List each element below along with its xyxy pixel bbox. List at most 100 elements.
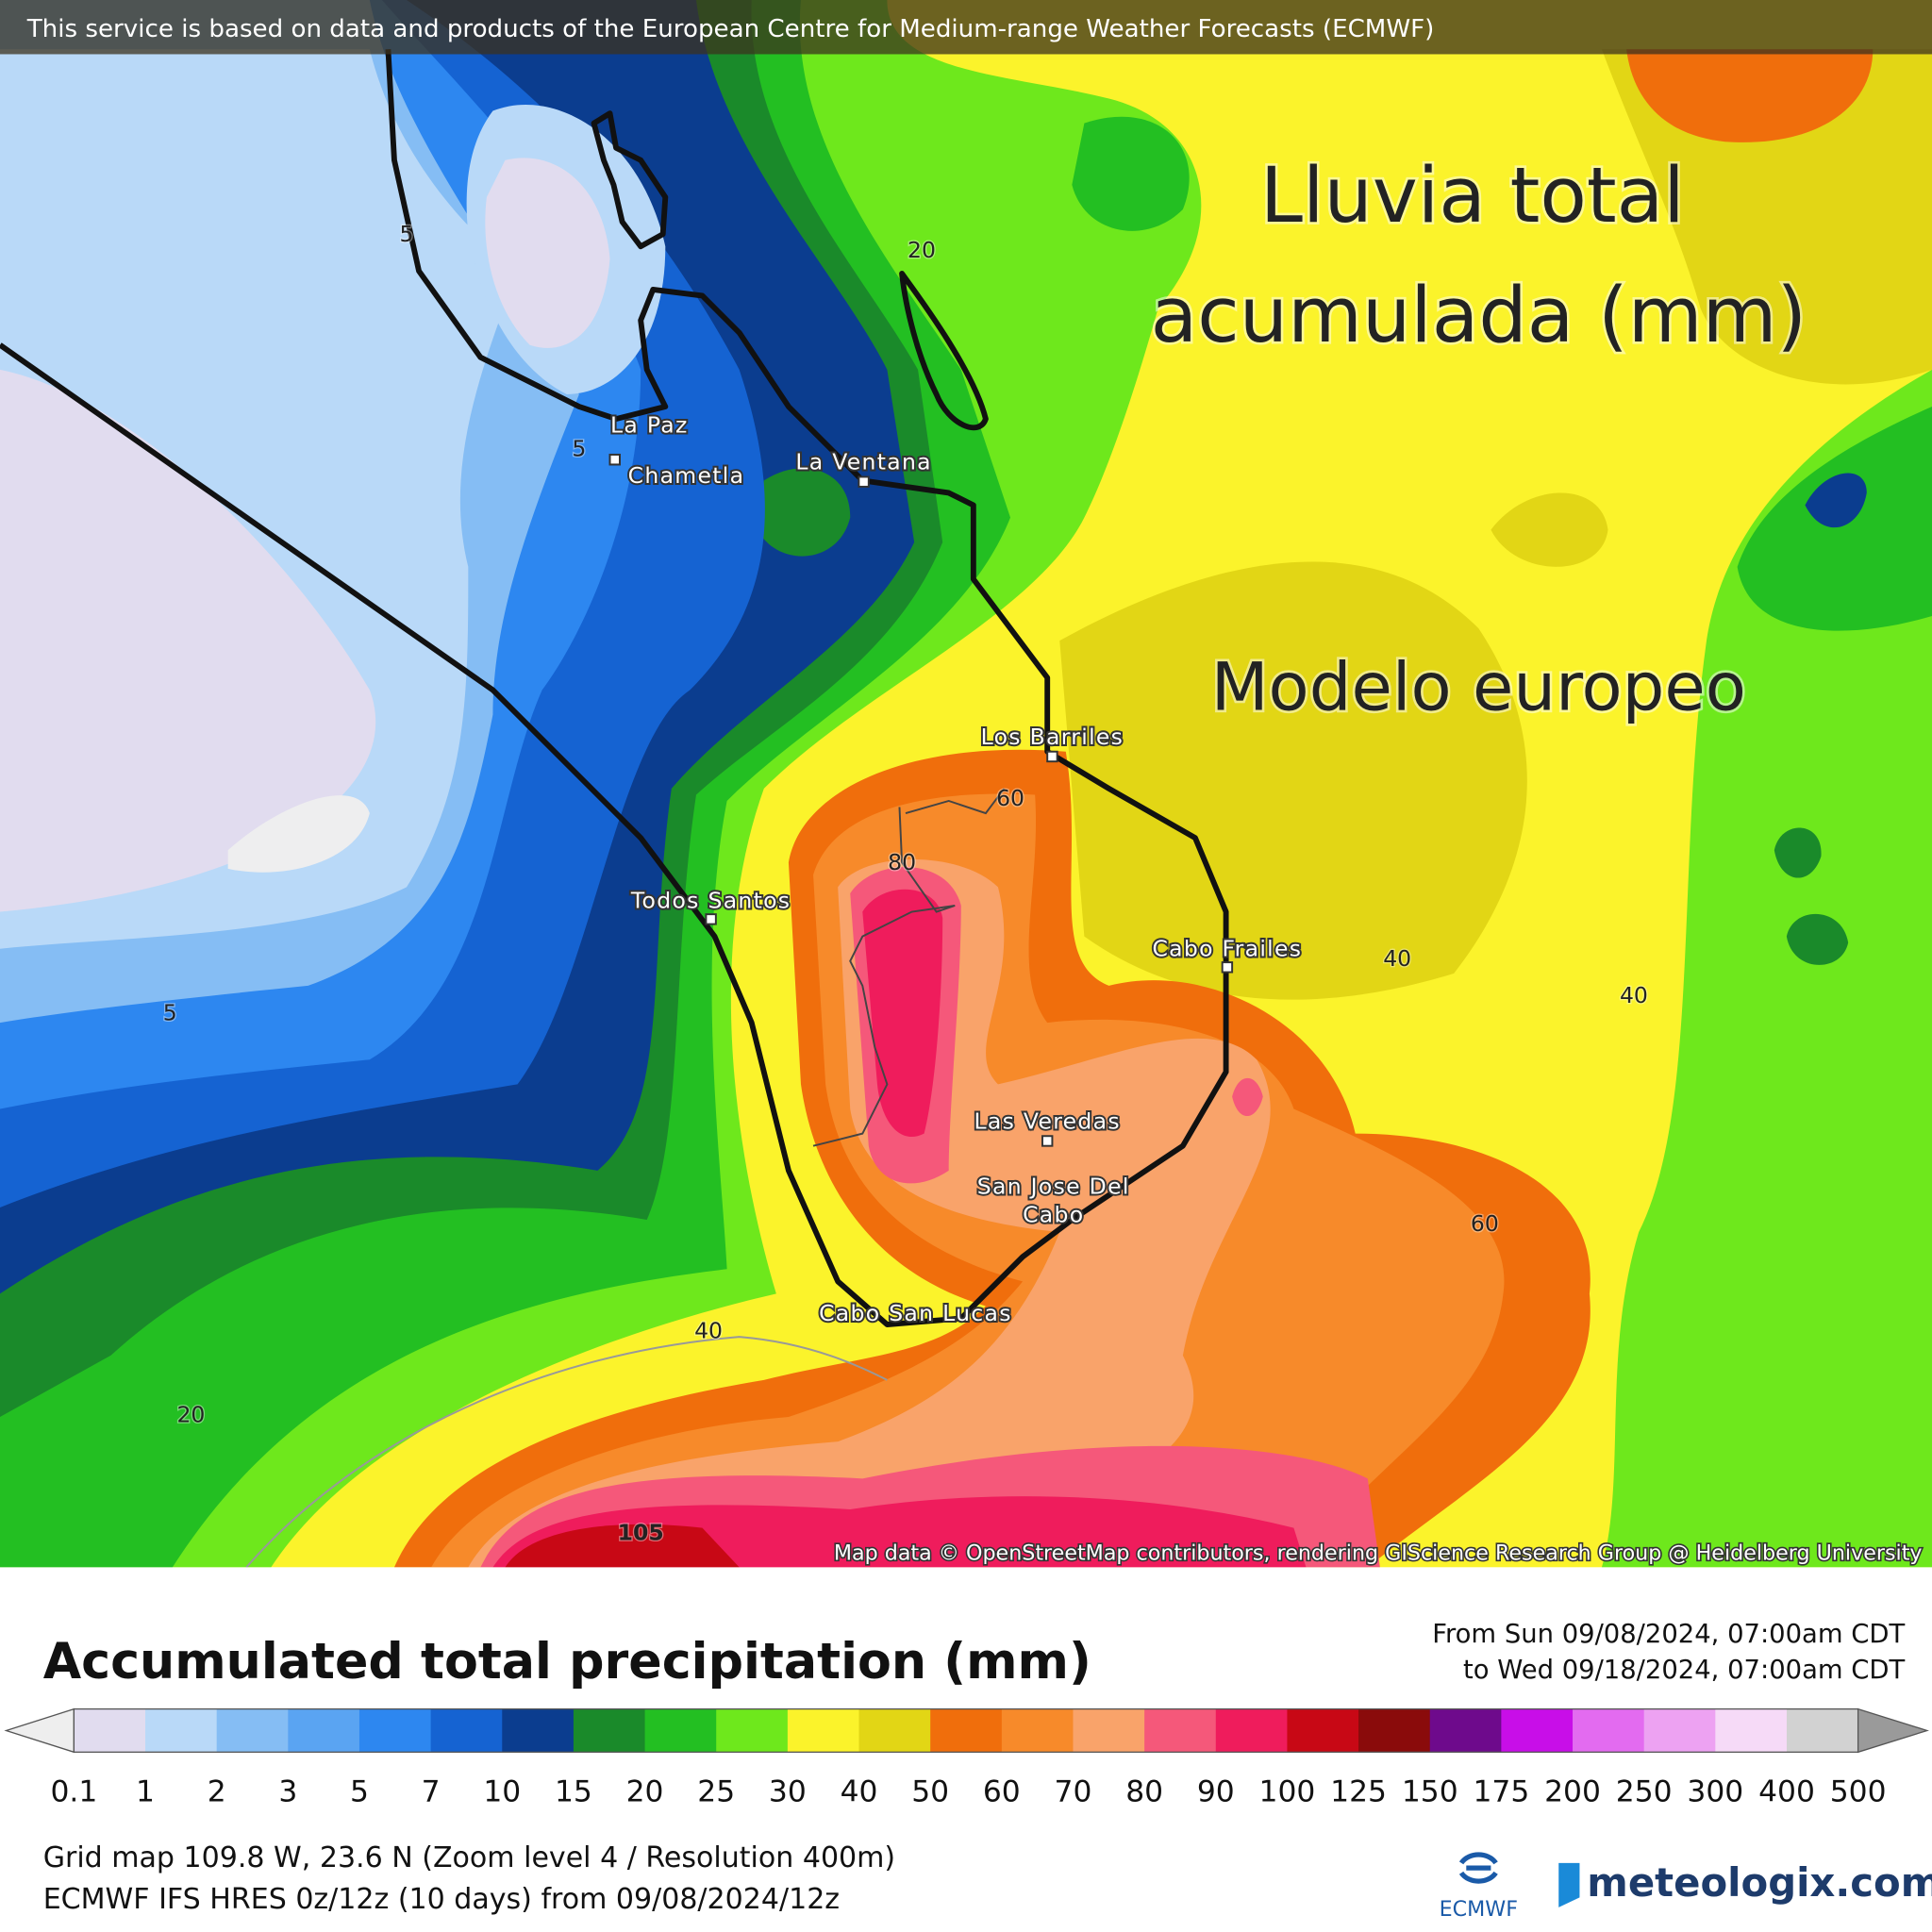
legend-swatch (716, 1708, 789, 1753)
rain-area (505, 1524, 740, 1568)
logo-icon (1458, 1852, 1498, 1884)
legend-swatch (288, 1708, 360, 1753)
place-label: Cabo Frailes (1152, 936, 1302, 962)
legend-swatch (1573, 1708, 1645, 1753)
logo-text: meteologix.com (1587, 1859, 1932, 1906)
contour-label: 20 (908, 237, 936, 263)
contour-label: 80 (888, 849, 916, 875)
legend-label: 60 (983, 1775, 1021, 1809)
map: This service is based on data and produc… (0, 0, 1932, 1569)
contour-label: 5 (400, 221, 414, 247)
legend-label: 1 (136, 1775, 155, 1809)
legend-swatch (145, 1708, 218, 1753)
legend-label: 80 (1125, 1775, 1163, 1809)
legend-swatch (1001, 1708, 1074, 1753)
legend-label: 500 (1830, 1775, 1887, 1809)
place-marker (1221, 961, 1234, 974)
contour-labels: 5 5 5 20 20 40 40 40 60 60 80 105 (161, 220, 1649, 1547)
overlay-subtitle: Modelo europeo (1211, 648, 1746, 725)
legend-swatch (1786, 1708, 1859, 1753)
coastline (0, 49, 1229, 1328)
period: to Wed 09/18/2024, 07:00am CDT (1463, 1656, 1905, 1685)
rain-area (1072, 116, 1190, 231)
contour-label: 5 (572, 435, 586, 461)
legend-label: 100 (1259, 1775, 1316, 1809)
contour-label: 60 (996, 785, 1024, 811)
legend-swatch (1643, 1708, 1716, 1753)
rain-area (1626, 49, 1874, 142)
place-marker (858, 475, 870, 488)
legend-label: 400 (1758, 1775, 1815, 1809)
footer-title: Accumulated total precipitation (mm) (43, 1634, 1091, 1690)
legend-swatch (1215, 1708, 1289, 1753)
place-label: San Jose Del (977, 1174, 1130, 1200)
contour-label: 60 (1471, 1210, 1499, 1237)
legend-label: 70 (1055, 1775, 1092, 1809)
road (812, 788, 1006, 1147)
legend-label: 200 (1544, 1775, 1601, 1809)
legend-label: 5 (350, 1775, 369, 1809)
place-marker (608, 453, 621, 466)
place-label: La Ventana (795, 449, 932, 475)
legend-label: 50 (911, 1775, 949, 1809)
legend-label: 7 (422, 1775, 441, 1809)
grid-info: Grid map 109.8 W, 23.6 N (Zoom level 4 /… (43, 1841, 895, 1874)
rain-area (1491, 492, 1608, 567)
rain-area (1232, 1077, 1263, 1117)
place-marker (705, 913, 717, 925)
place-label: Cabo (1023, 1202, 1084, 1228)
site-logo: meteologix.com (1558, 1859, 1932, 1907)
legend-swatch (1287, 1708, 1359, 1753)
place-label: La Paz (610, 411, 689, 438)
contour-label: 40 (694, 1317, 723, 1343)
legend-swatch (930, 1708, 1003, 1753)
legend-label: 15 (555, 1775, 592, 1809)
place-label: Cabo San Lucas (819, 1300, 1012, 1326)
rain-area (1805, 473, 1867, 528)
rain-area (1601, 49, 1932, 385)
legend-label: 2 (208, 1775, 226, 1809)
notice: This service is based on data and produc… (26, 15, 1435, 43)
legend-swatch (573, 1708, 646, 1753)
logo-icon (1558, 1862, 1580, 1907)
legend-frame (73, 1707, 1859, 1753)
rain-area (862, 889, 943, 1138)
legend-label: 10 (483, 1775, 521, 1809)
legend-swatch (1358, 1708, 1431, 1753)
logo-text: ECMWF (1440, 1897, 1518, 1922)
overlay-title: acumulada (mm) (1151, 272, 1807, 360)
legend-label: 90 (1197, 1775, 1235, 1809)
period: From Sun 09/08/2024, 07:00am CDT (1432, 1620, 1905, 1649)
legend-label: 250 (1616, 1775, 1673, 1809)
contour-line (245, 1336, 888, 1569)
place-marker (1041, 1135, 1054, 1147)
rain-area (1059, 561, 1527, 1000)
legend-swatch (1073, 1708, 1145, 1753)
legend-swatch (858, 1708, 931, 1753)
legend-label: 25 (697, 1775, 735, 1809)
rain-area (227, 795, 370, 873)
place-label: Chametla (628, 462, 745, 489)
rain-area (0, 369, 376, 912)
legend-label: 150 (1402, 1775, 1458, 1809)
legend-swatch (358, 1708, 432, 1753)
place-label: Las Veredas (974, 1108, 1120, 1134)
legend-swatch (1429, 1708, 1503, 1753)
contour-label: 40 (1620, 982, 1648, 1008)
contour-label: 40 (1383, 945, 1411, 972)
legend-swatch (1715, 1708, 1788, 1753)
places: La Paz Chametla La Ventana Los Barriles Todo… (608, 409, 1303, 1328)
legend-swatch (1144, 1708, 1217, 1753)
rain-area (1601, 369, 1932, 1568)
legend-swatch (787, 1708, 860, 1753)
place-label: Los Barriles (981, 724, 1124, 750)
legend-label: 20 (626, 1775, 664, 1809)
legend: 0.1 1 2 3 5 7 10 15 20 25 30 40 50 60 70 80 90 100 125 150 1… (4, 1707, 1929, 1809)
rain-area (485, 158, 610, 348)
footer: Accumulated total precipitation (mm) Fro… (0, 1567, 1932, 1932)
legend-swatch (502, 1708, 575, 1753)
legend-swatch (1501, 1708, 1574, 1753)
legend-swatch (216, 1708, 289, 1753)
